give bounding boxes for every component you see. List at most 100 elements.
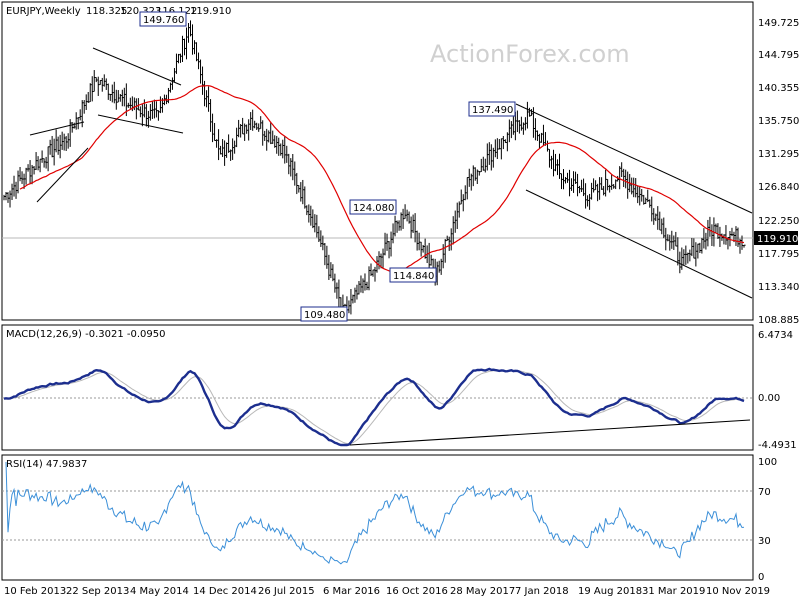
price-bar [480,158,483,172]
annotation-114: 114.840 [393,271,434,282]
price-bar [524,117,528,131]
y-tick: 108.885 [758,315,799,326]
price-bar [498,139,501,150]
price-bar [190,20,193,37]
price-bar [151,100,155,119]
price-bar [364,273,367,291]
price-bar [548,149,552,168]
price-bar [552,149,556,177]
last-price-box [754,231,798,245]
x-tick: 4 May 2014 [130,586,189,597]
price-bar [619,166,622,190]
price-bar [707,219,710,247]
price-bar [701,237,704,254]
price-bar [470,173,473,191]
price-bar [198,52,201,70]
price-bar [430,254,433,266]
price-bar [91,76,94,102]
price-bar [157,110,161,121]
price-bar [460,189,463,205]
price-bar [210,99,213,132]
price-bar [368,266,371,291]
price-bar [348,300,351,314]
macd-y-tick: 6.4734 [758,330,793,341]
price-bar [715,223,718,234]
price-bar [5,192,8,201]
price-bar [312,209,315,229]
price-bar [121,89,124,107]
header-open: 118.325 [86,6,127,17]
price-bar [390,231,393,257]
price-bar [328,254,331,280]
price-bar [512,116,515,135]
price-bar [103,74,106,87]
price-bar [633,177,636,198]
price-bar [264,130,267,141]
price-bar [109,93,112,101]
price-bar [41,150,44,163]
price-bar [326,245,329,269]
price-bar [31,164,34,185]
x-tick: 10 Nov 2019 [706,586,770,597]
price-bar [202,66,205,95]
price-bar [318,226,321,242]
price-bar [420,241,423,257]
macd-signal-line [3,370,745,445]
annotation-high-2018: 137.490 [472,105,513,116]
annotation-124: 124.080 [353,203,394,214]
price-bar [137,98,140,111]
price-bar [15,181,18,199]
price-bar [577,173,580,197]
moving-average-line [19,85,745,273]
x-tick: 19 Aug 2018 [578,586,642,597]
price-bar [304,186,307,209]
rsi-y-tick: 100 [758,457,777,468]
price-bar [657,206,660,230]
price-bar [488,142,491,165]
price-bar [127,102,130,108]
price-bar [559,153,562,179]
price-bar [111,84,114,103]
price-bar [496,138,499,159]
price-bar [9,190,12,208]
price-bar [394,215,397,237]
price-bar [655,213,658,222]
price-bar [735,226,738,246]
price-bar [135,98,138,120]
price-bar [561,173,564,190]
price-bar [67,133,70,149]
price-bar [196,42,199,62]
price-bar [43,158,46,168]
price-bar [631,177,634,195]
price-bar [35,152,38,171]
symbol-label: EURJPY,Weekly [6,6,81,17]
price-bar [3,194,6,201]
price-bar [595,180,598,190]
price-bar [681,247,684,270]
price-bar [605,169,608,197]
price-bar [587,195,590,207]
price-bar [302,179,305,205]
rsi-panel [1,454,754,581]
price-bar [689,249,692,262]
price-bar [388,241,391,259]
price-bar [314,214,317,233]
price-bars [3,20,746,317]
price-bar [743,244,746,248]
price-bar [567,172,570,183]
price-bar [506,132,509,152]
price-bar [270,121,273,145]
price-bar [494,139,497,158]
price-bar [155,101,159,118]
annotation-box [389,267,437,283]
y-tick: 131.295 [758,149,799,160]
price-bar [510,121,513,139]
trendline-upper-1 [29,121,85,136]
price-bar [685,245,688,265]
price-bar [179,53,183,63]
price-bar [575,171,578,184]
price-bar [93,70,96,92]
price-bar [468,168,471,187]
annotation-box [139,11,187,27]
price-bar [101,77,104,92]
